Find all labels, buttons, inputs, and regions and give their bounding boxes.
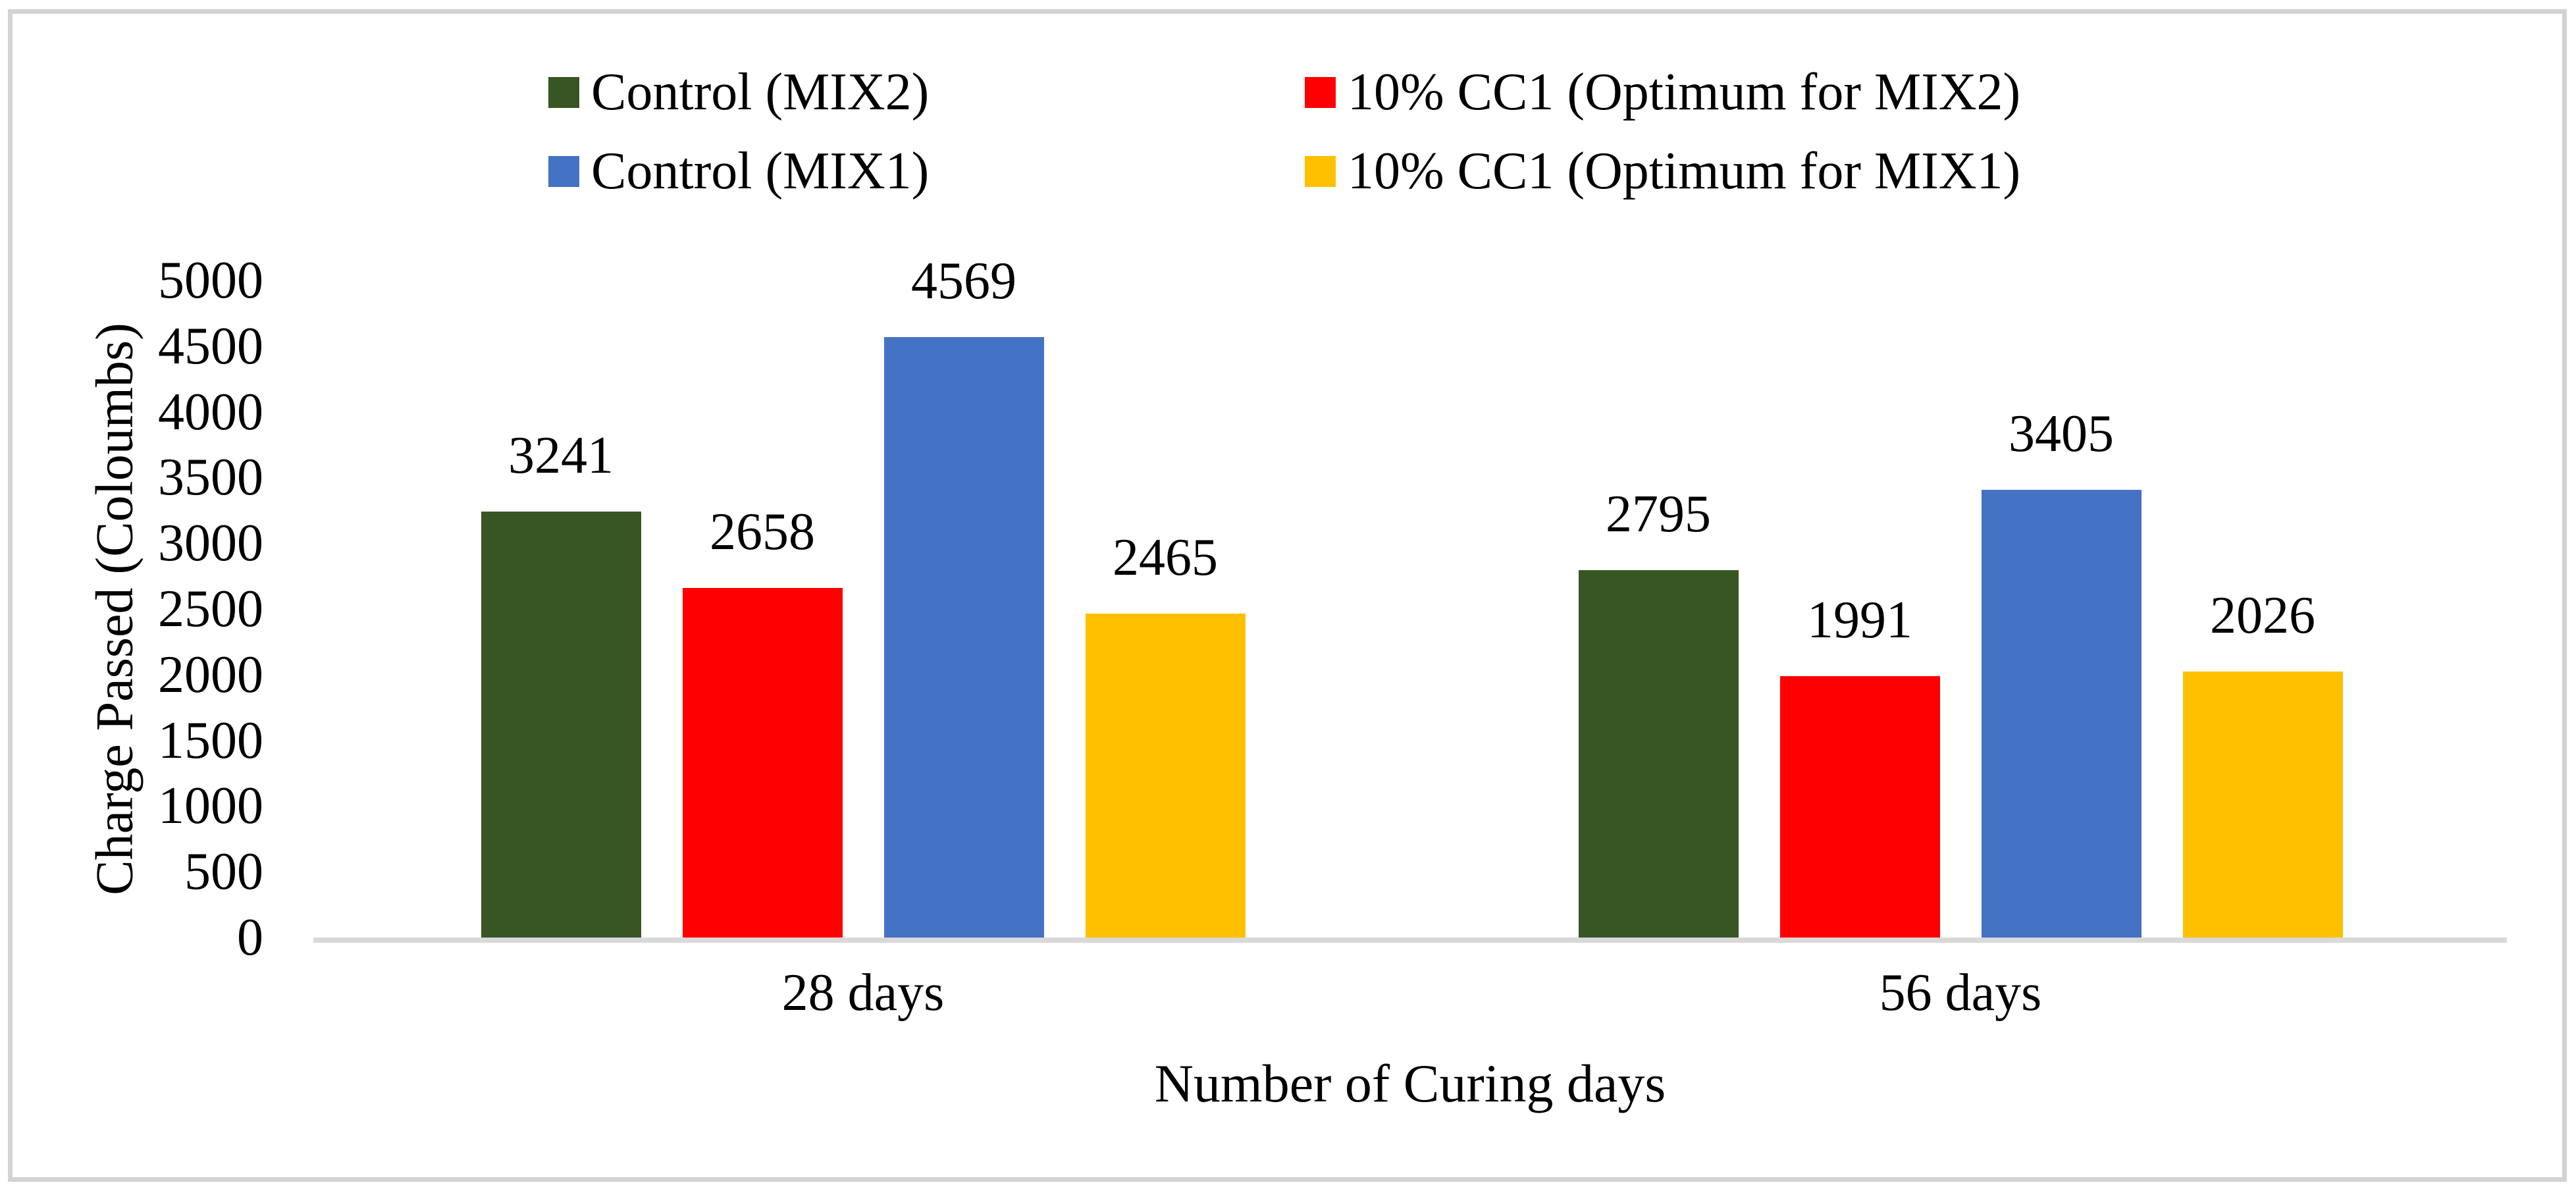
y-tick-label: 500 bbox=[184, 843, 263, 901]
y-tick-label: 2500 bbox=[158, 580, 263, 638]
x-axis-baseline bbox=[313, 938, 2507, 943]
bar-value-label: 3241 bbox=[508, 427, 614, 485]
y-tick-label: 1500 bbox=[158, 711, 263, 770]
bar-10-cc1-optimum-for-mix2-56-days bbox=[1779, 675, 1940, 938]
bar-10-cc1-optimum-for-mix2-28-days bbox=[682, 588, 843, 938]
bar-value-label: 1991 bbox=[1807, 591, 1912, 649]
legend-label: Control (MIX1) bbox=[591, 142, 930, 200]
y-tick-label: 3500 bbox=[158, 448, 263, 507]
category-label-56-days: 56 days bbox=[1879, 964, 2042, 1022]
bar-value-label: 2026 bbox=[2210, 586, 2315, 645]
y-tick-label: 0 bbox=[237, 909, 263, 966]
bar-10-cc1-optimum-for-mix1-56-days bbox=[2182, 671, 2343, 938]
bar-value-label: 2658 bbox=[710, 503, 815, 562]
legend-swatch-10pct-cc1-mix2 bbox=[1305, 76, 1336, 108]
x-axis-title: Number of Curing days bbox=[1154, 1053, 1666, 1113]
bar-control-mix1-28-days bbox=[883, 337, 1044, 938]
legend-swatch-10pct-cc1-mix1 bbox=[1305, 155, 1336, 187]
y-tick-label: 4000 bbox=[158, 383, 263, 441]
legend-swatch-control-mix1 bbox=[548, 155, 579, 187]
category-label-28-days: 28 days bbox=[781, 964, 945, 1022]
bar-control-mix2-28-days bbox=[481, 512, 641, 938]
bar-value-label: 4569 bbox=[911, 252, 1016, 311]
legend-label: Control (MIX2) bbox=[591, 63, 930, 121]
y-tick-label: 1000 bbox=[158, 777, 263, 835]
bar-value-label: 2465 bbox=[1113, 528, 1218, 587]
y-tick-label: 3000 bbox=[158, 514, 263, 573]
legend-item: 10% CC1 (Optimum for MIX2) bbox=[1305, 63, 2021, 121]
legend-item: Control (MIX1) bbox=[548, 142, 930, 200]
legend-item: Control (MIX2) bbox=[548, 63, 930, 121]
bar-control-mix1-56-days bbox=[1981, 490, 2142, 938]
y-tick-label: 4500 bbox=[158, 317, 263, 375]
legend-label: 10% CC1 (Optimum for MIX2) bbox=[1348, 63, 2021, 121]
y-tick-label: 2000 bbox=[158, 645, 263, 704]
legend-label: 10% CC1 (Optimum for MIX1) bbox=[1348, 142, 2021, 200]
bar-control-mix2-56-days bbox=[1578, 570, 1739, 938]
bar-10-cc1-optimum-for-mix1-28-days bbox=[1085, 613, 1246, 938]
bar-value-label: 3405 bbox=[2009, 405, 2114, 463]
bar-value-label: 2795 bbox=[1606, 485, 1711, 544]
legend-item: 10% CC1 (Optimum for MIX1) bbox=[1305, 142, 2021, 200]
y-tick-label: 5000 bbox=[158, 251, 263, 309]
legend-swatch-control-mix2 bbox=[548, 76, 579, 108]
